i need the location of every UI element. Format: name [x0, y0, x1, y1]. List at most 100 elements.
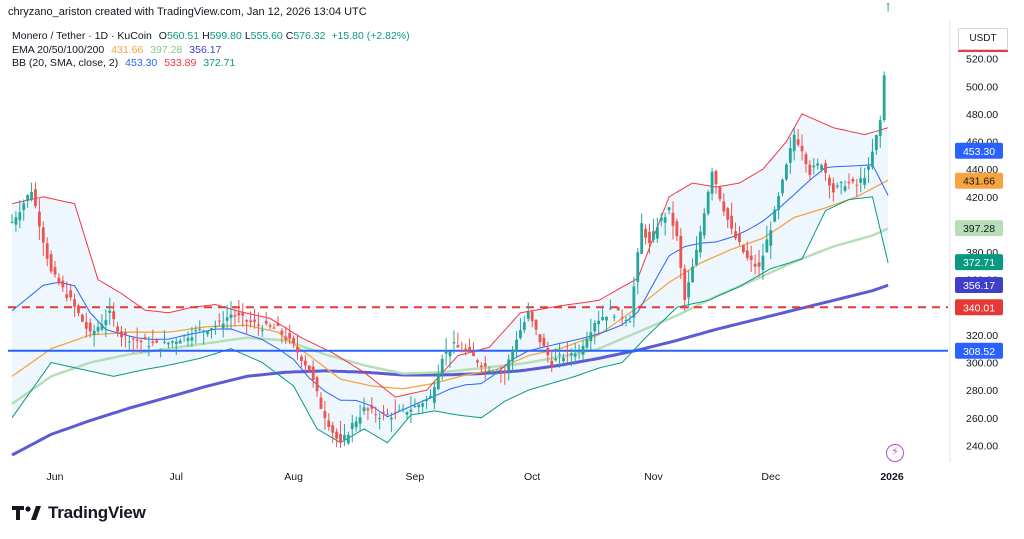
candle-body-63: [256, 324, 260, 326]
ohlc-value-c: 576.32: [293, 30, 326, 42]
candle-body-215: [851, 179, 855, 182]
price-badge-2: [955, 220, 1003, 237]
candle-body-150: [597, 320, 601, 325]
currency-unit-button[interactable]: USDT: [958, 28, 1008, 50]
candle-body-208: [824, 163, 827, 173]
candle-body-200: [792, 134, 796, 152]
candle-body-19: [84, 322, 88, 329]
bb-row: BB (20, SMA, close, 2) 453.30 533.89 372…: [12, 57, 414, 71]
y-tick-label: 320.00: [966, 330, 998, 342]
candle-body-120: [479, 365, 483, 368]
lightning-icon[interactable]: ⚡: [886, 444, 904, 462]
x-tick-label: Jun: [47, 471, 64, 483]
candle-body-82: [331, 425, 335, 433]
candle-body-184: [730, 215, 734, 229]
ohlc-value-h: 599.80: [209, 30, 242, 42]
candle-body-53: [217, 320, 221, 322]
candle-body-9: [45, 243, 49, 259]
candle-body-89: [358, 417, 362, 424]
price-badge-label: 308.52: [963, 346, 995, 358]
candle-body-175: [695, 249, 698, 265]
candle-body-76: [307, 365, 311, 371]
price-chart[interactable]: 240.00260.00280.00300.00320.00340.00360.…: [0, 0, 1024, 500]
bb-basis-value: 453.30: [125, 57, 158, 69]
candle-body-211: [835, 185, 839, 187]
candle-body-205: [812, 165, 816, 168]
candle-body-70: [284, 336, 288, 340]
candle-body-32: [135, 339, 139, 341]
candle-body-83: [335, 431, 339, 439]
candle-body-174: [691, 266, 694, 283]
tv-logo-icon: [12, 506, 41, 520]
candle-body-67: [272, 327, 276, 329]
candle-body-148: [589, 332, 593, 342]
ema50-value: 397.28: [150, 43, 183, 56]
candle-body-81: [327, 420, 331, 427]
candle-body-101: [405, 412, 409, 415]
candle-body-10: [49, 254, 53, 272]
candle-body-157: [624, 319, 628, 321]
candle-body-102: [409, 409, 413, 412]
candle-body-29: [124, 332, 127, 335]
candle-body-203: [804, 154, 808, 165]
price-badge-label: 372.71: [963, 257, 995, 269]
candle-body-216: [855, 184, 859, 186]
candle-body-3: [22, 203, 26, 210]
candle-body-60: [245, 320, 249, 322]
candle-body-165: [655, 226, 659, 239]
ema100-line: [11, 283, 889, 457]
candle-body-179: [710, 171, 714, 194]
candle-body-98: [393, 412, 397, 414]
candle-body-104: [417, 404, 421, 408]
candle-body-108: [432, 387, 436, 403]
candle-body-79: [319, 397, 323, 409]
candle-body-109: [436, 373, 440, 390]
candle-body-168: [667, 207, 671, 210]
candle-body-219: [867, 165, 870, 170]
candle-body-196: [777, 195, 780, 211]
candle-body-43: [178, 340, 182, 344]
candle-body-7: [37, 211, 41, 227]
candle-body-160: [636, 252, 640, 282]
candle-body-163: [648, 231, 651, 244]
candle-body-191: [757, 262, 761, 267]
candle-body-11: [53, 267, 57, 275]
candle-body-93: [374, 414, 378, 416]
bollinger-band-fill: [12, 113, 889, 443]
candle-body-56: [229, 314, 233, 318]
candle-body-40: [167, 342, 170, 345]
candle-body-106: [425, 398, 428, 402]
candle-body-152: [605, 316, 608, 321]
candle-body-144: [573, 354, 577, 357]
candle-body-75: [303, 360, 307, 366]
candle-body-55: [225, 317, 229, 321]
candle-body-88: [354, 421, 358, 428]
candle-body-37: [155, 340, 159, 343]
candle-body-122: [487, 370, 491, 372]
candle-body-42: [174, 341, 178, 345]
candle-body-140: [558, 354, 561, 356]
candle-body-91: [366, 408, 370, 411]
x-tick-label: Aug: [284, 471, 303, 483]
price-badge-1: [955, 172, 1003, 189]
candle-body-134: [534, 319, 538, 330]
candle-body-52: [213, 325, 217, 328]
candle-body-110: [440, 358, 444, 375]
candle-body-202: [800, 145, 804, 152]
symbol-label: Monero / Tether · 1D · KuCoin: [12, 30, 152, 42]
candle-body-71: [288, 332, 292, 339]
candle-body-139: [554, 358, 558, 361]
candle-body-25: [108, 310, 112, 313]
ohlc-values: O560.51 H599.80 L555.60 C576.32: [159, 30, 329, 42]
candle-body-125: [499, 371, 503, 373]
candle-body-197: [781, 179, 784, 194]
candle-body-62: [253, 319, 256, 322]
candle-body-158: [628, 321, 632, 323]
candle-body-180: [714, 171, 718, 185]
candle-body-8: [41, 227, 45, 243]
candle-body-33: [139, 340, 143, 343]
candle-body-48: [198, 329, 202, 331]
candle-body-145: [577, 349, 581, 351]
candle-body-2: [18, 212, 22, 221]
candle-body-13: [61, 280, 65, 288]
